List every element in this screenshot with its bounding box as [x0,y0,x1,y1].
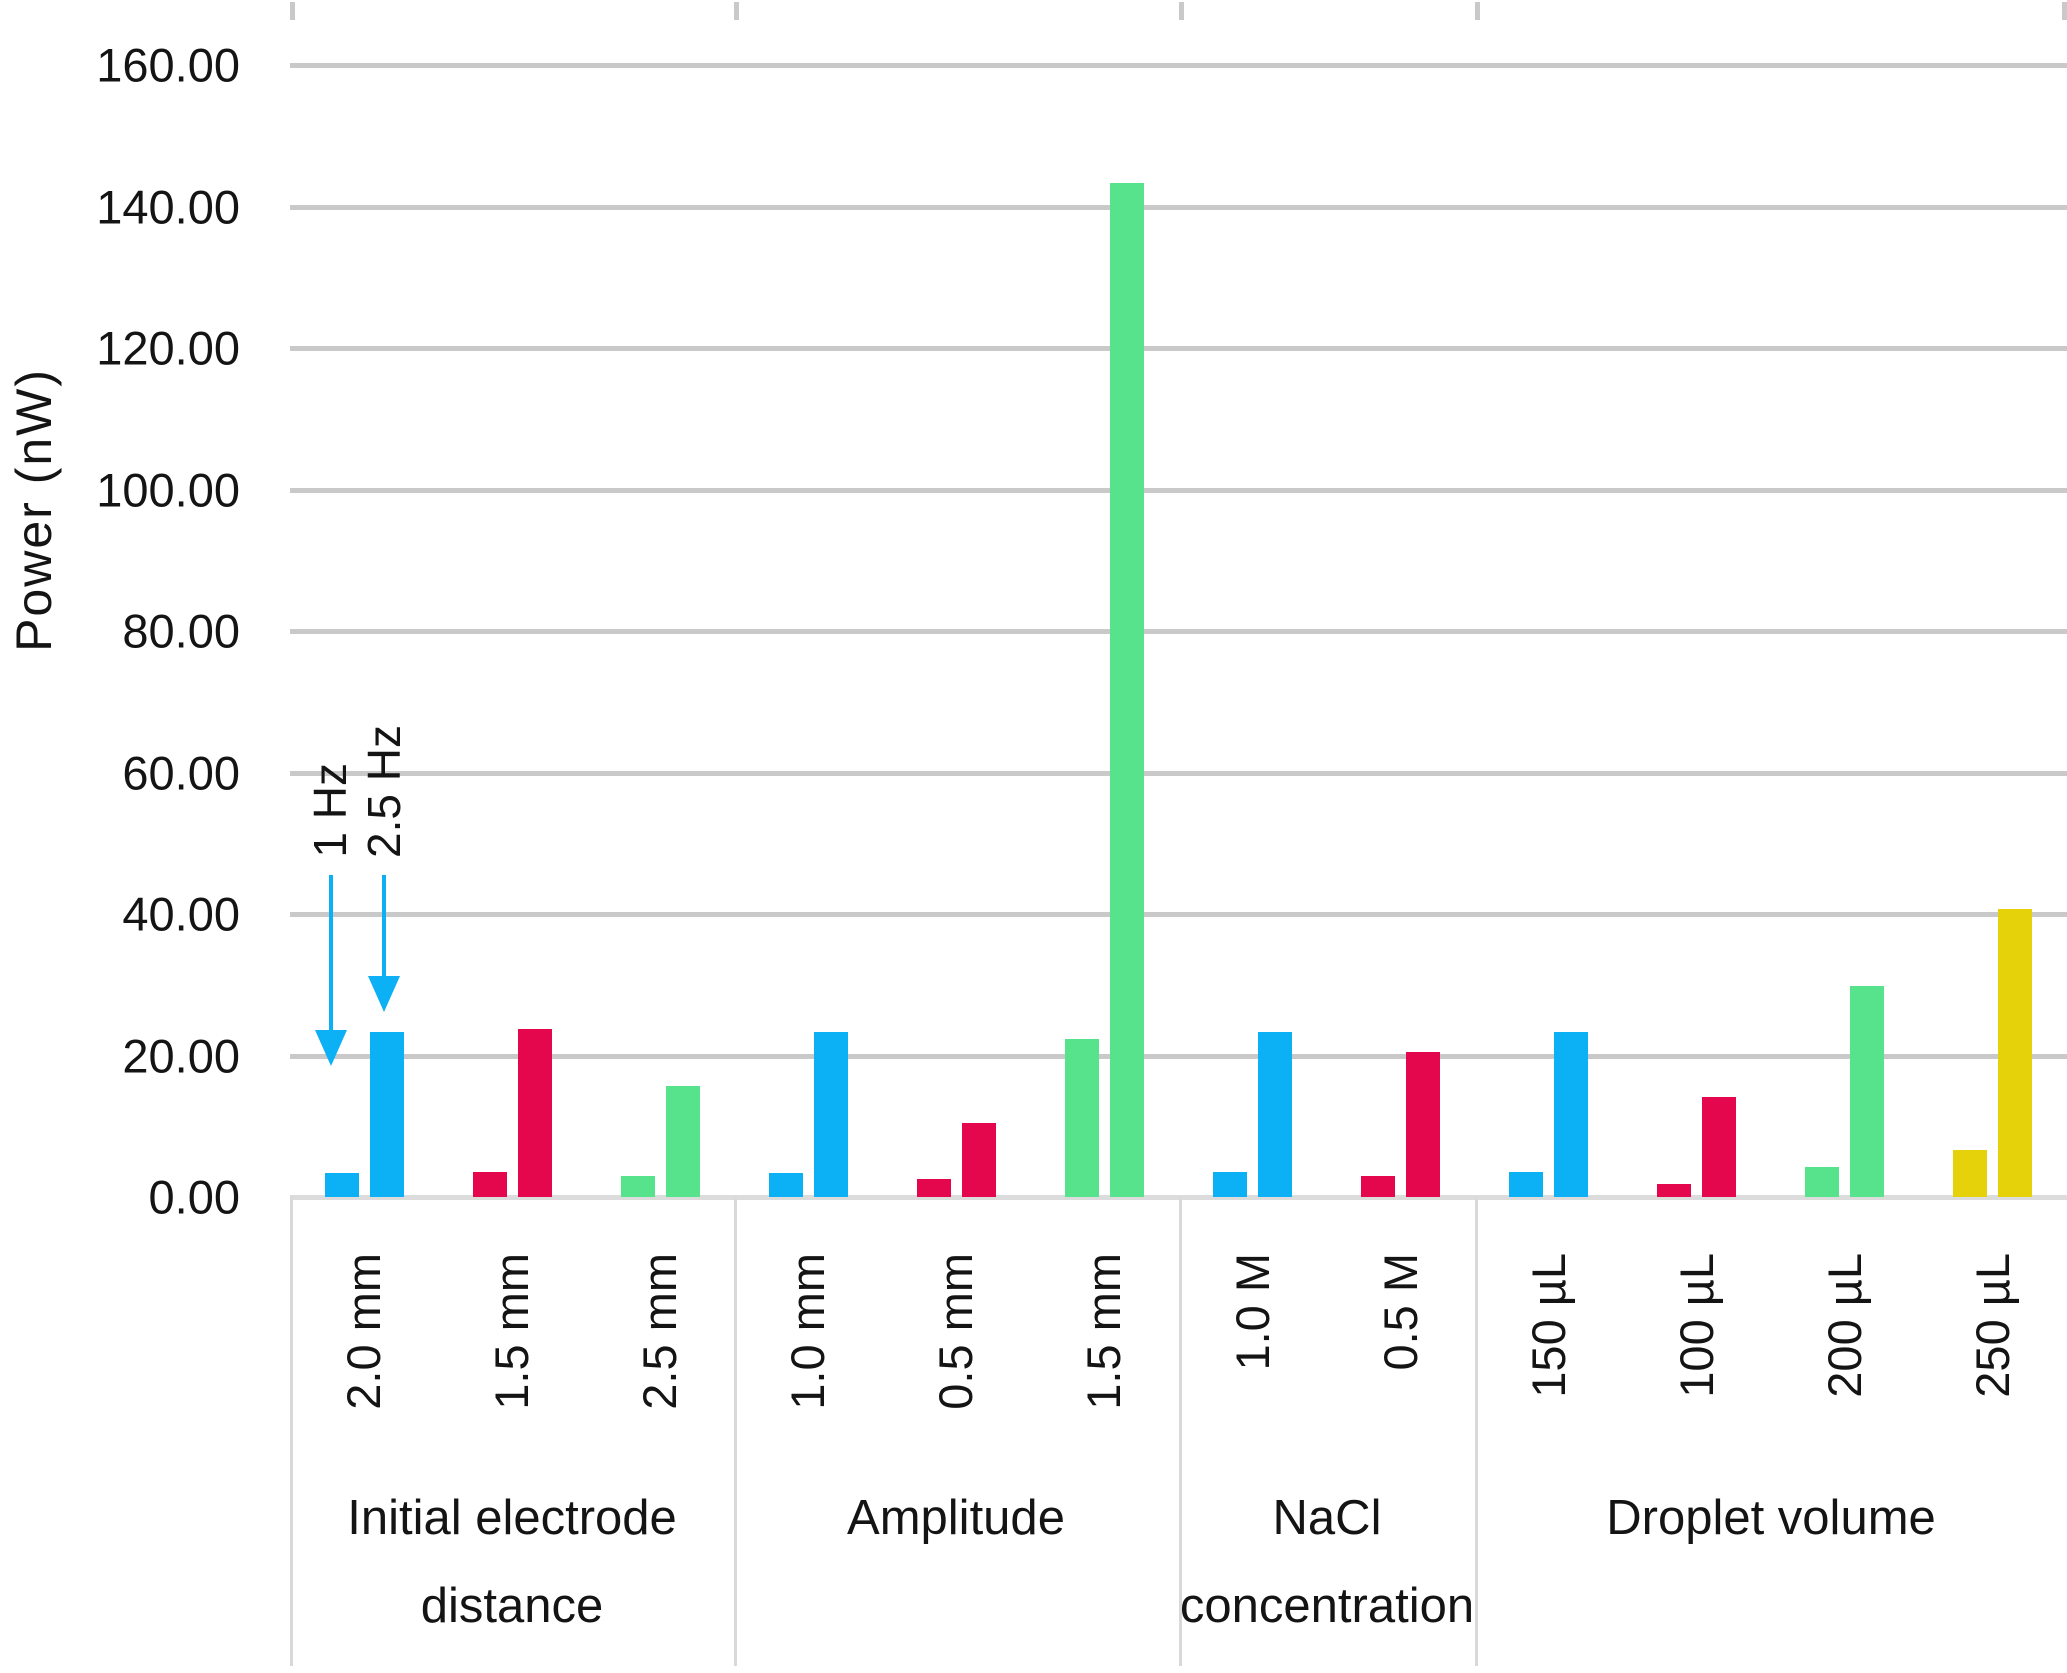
category-label-15mm: 1.5 mm [485,1253,538,1410]
bar-1Hz-05mm [917,1179,951,1197]
y-tick-label-100: 100.00 [96,463,240,516]
gridline-80 [290,629,2067,634]
bar-1Hz-20mm [325,1173,359,1197]
bar-1Hz-200µL [1805,1167,1839,1197]
category-label-10mm: 1.0 mm [781,1253,834,1410]
bar-25Hz-150µL [1554,1032,1588,1197]
group-divider [1475,1197,1478,1666]
bar-25Hz-05M [1406,1052,1440,1197]
category-area-left-border [290,1197,293,1666]
y-tick-label-0: 0.00 [148,1170,240,1224]
top-axis-tick [1179,2,1184,20]
bar-1Hz-15mm [1065,1039,1099,1197]
category-label-20mm: 2.0 mm [337,1253,390,1410]
bar-25Hz-20mm [370,1032,404,1197]
bar-1Hz-250µL [1953,1150,1987,1197]
y-tick-label-80: 80.00 [122,604,240,658]
category-label-05mm: 0.5 mm [929,1253,982,1410]
group-divider [1179,1197,1182,1666]
bar-25Hz-10mm [814,1032,848,1197]
gridline-140 [290,204,2067,210]
gridline-20 [290,1053,2067,1059]
arrow-head-2 [368,976,400,1012]
annotation-label-1Hz: 1 Hz [304,763,356,858]
bar-25Hz-10M [1258,1032,1292,1197]
bar-25Hz-05mm [962,1123,996,1197]
bar-25Hz-200µL [1850,986,1884,1197]
gridline-160 [290,63,2067,68]
x-axis-line [290,1195,2067,1200]
y-tick-label-140: 140.00 [96,180,240,233]
bar-1Hz-100µL [1657,1184,1691,1197]
bar-1Hz-25mm [621,1176,655,1197]
bar-1Hz-150µL [1509,1172,1543,1197]
category-label-05M: 0.5 M [1374,1253,1427,1371]
group-label-line: Amplitude [847,1491,1065,1545]
bar-25Hz-15mm [518,1029,552,1197]
category-label-15mm: 1.5 mm [1077,1253,1130,1410]
category-label-25mm: 2.5 mm [633,1253,686,1410]
y-tick-label-60: 60.00 [122,746,240,799]
group-divider [734,1197,737,1666]
annotation-label-25Hz: 2.5 Hz [358,725,410,858]
category-label-250µL: 250 µL [1966,1253,2019,1398]
gridline-120 [290,346,2067,351]
bar-1Hz-10M [1213,1172,1247,1197]
y-tick-label-20: 20.00 [122,1029,240,1082]
y-tick-label-160: 160.00 [96,38,240,92]
bar-1Hz-05M [1361,1176,1395,1197]
bar-1Hz-10mm [769,1173,803,1197]
gridline-40 [290,912,2067,917]
bar-1Hz-15mm [473,1172,507,1197]
gridline-60 [290,770,2067,776]
gridline-100 [290,487,2067,493]
top-axis-tick [290,2,295,20]
category-label-10M: 1.0 M [1226,1253,1279,1371]
bar-25Hz-25mm [666,1086,700,1197]
group-label-line: concentration [1179,1579,1475,1633]
top-axis-tick [2062,2,2067,20]
group-label-line: distance [420,1579,604,1633]
group-label-line: Initial electrode [347,1491,677,1545]
top-axis-tick [1475,2,1480,20]
arrow-head-1 [315,1030,347,1066]
y-tick-label-120: 120.00 [96,321,240,375]
category-label-100µL: 100 µL [1670,1253,1723,1398]
top-axis-tick [734,2,739,20]
category-label-150µL: 150 µL [1522,1253,1575,1398]
bar-25Hz-15mm [1110,183,1144,1197]
category-label-200µL: 200 µL [1818,1253,1871,1398]
y-tick-label-40: 40.00 [122,887,240,941]
bar-25Hz-100µL [1702,1097,1736,1197]
group-label-line: NaCl [1272,1491,1382,1545]
bar-25Hz-250µL [1998,909,2032,1197]
group-label-line: Droplet volume [1606,1491,1936,1545]
